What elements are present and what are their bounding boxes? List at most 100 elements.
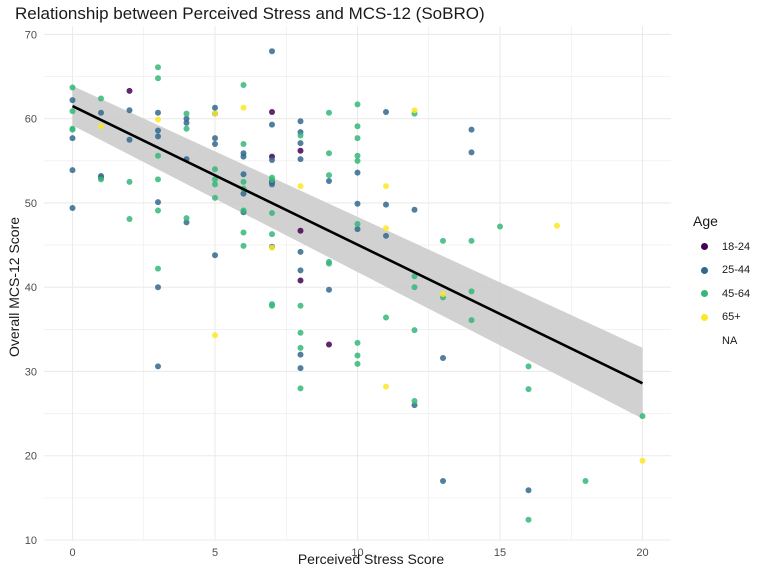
data-point-25-44 <box>326 178 332 185</box>
data-point-45-64 <box>354 339 361 346</box>
data-point-25-44 <box>69 97 76 104</box>
data-point-25-44 <box>98 109 104 116</box>
data-point-25-44 <box>183 219 190 226</box>
data-point-25-44 <box>240 171 247 178</box>
legend-title: Age <box>693 213 718 229</box>
data-point-25-44 <box>297 140 304 147</box>
data-point-25-44 <box>354 200 361 207</box>
data-point-25-44 <box>155 284 161 291</box>
data-point-25-44 <box>440 354 446 361</box>
data-point-25-44 <box>155 127 161 134</box>
data-point-45-64 <box>269 231 275 238</box>
data-point-65+ <box>639 457 646 464</box>
data-point-25-44 <box>326 286 332 293</box>
data-point-25-44 <box>468 149 475 156</box>
data-point-25-44 <box>383 232 389 239</box>
legend-swatch <box>701 337 708 344</box>
legend-swatch <box>701 266 708 274</box>
data-point-25-44 <box>269 156 275 163</box>
data-point-45-64 <box>183 215 190 222</box>
data-point-45-64 <box>326 109 332 116</box>
data-point-25-44 <box>525 487 532 494</box>
data-point-65+ <box>383 183 389 190</box>
data-point-45-64 <box>69 126 76 133</box>
legend-item: 45-64 <box>693 282 750 306</box>
data-point-45-64 <box>497 223 503 230</box>
data-point-45-64 <box>155 64 161 71</box>
data-point-25-44 <box>155 363 161 370</box>
data-point-45-64 <box>525 363 532 370</box>
data-point-25-44 <box>69 135 76 142</box>
data-point-25-44 <box>155 109 161 116</box>
data-point-45-64 <box>269 302 275 309</box>
data-point-45-64 <box>354 101 361 108</box>
legend-swatch <box>701 313 708 321</box>
data-point-25-44 <box>212 252 218 259</box>
data-point-25-44 <box>155 133 161 140</box>
x-tick-label: 20 <box>636 547 648 559</box>
data-point-18-24 <box>297 277 304 284</box>
data-point-45-64 <box>411 273 418 280</box>
data-point-45-64 <box>468 237 475 244</box>
data-point-45-64 <box>183 110 190 117</box>
y-tick-label: 60 <box>25 114 37 126</box>
chart-title: Relationship between Perceived Stress an… <box>15 4 485 23</box>
data-point-45-64 <box>411 284 418 291</box>
data-point-65+ <box>212 332 218 339</box>
data-point-45-64 <box>297 385 304 392</box>
data-point-65+ <box>269 244 275 251</box>
legend-item: 65+ <box>693 306 750 330</box>
data-point-45-64 <box>297 302 304 309</box>
data-point-25-44 <box>297 351 304 358</box>
data-point-45-64 <box>98 95 104 102</box>
data-point-18-24 <box>297 227 304 234</box>
legend-item: NA <box>693 329 750 353</box>
data-point-65+ <box>554 222 560 229</box>
legend-label: NA <box>722 334 738 347</box>
data-point-25-44 <box>354 169 361 176</box>
axis-ticks: 0 5 10 15 20 10 20 30 40 50 60 70 <box>25 29 649 559</box>
data-point-45-64 <box>468 317 475 324</box>
data-point-45-64 <box>297 132 304 139</box>
data-point-18-24 <box>269 108 275 115</box>
data-point-45-64 <box>354 152 361 159</box>
legend-swatch <box>701 290 708 298</box>
data-point-45-64 <box>126 215 133 222</box>
data-point-45-64 <box>69 108 76 115</box>
y-tick-label: 10 <box>25 535 37 547</box>
data-point-45-64 <box>155 152 161 159</box>
data-point-45-64 <box>212 194 218 201</box>
data-point-25-44 <box>440 478 446 485</box>
y-axis-label: Overall MCS-12 Score <box>6 216 22 358</box>
data-point-45-64 <box>269 210 275 217</box>
data-point-65+ <box>297 183 304 190</box>
data-point-65+ <box>411 107 418 114</box>
data-point-25-44 <box>240 190 247 197</box>
data-point-25-44 <box>69 167 76 174</box>
y-tick-label: 40 <box>25 282 37 294</box>
data-point-45-64 <box>297 329 304 336</box>
data-point-18-24 <box>326 341 332 348</box>
x-tick-label: 15 <box>494 547 506 559</box>
data-point-25-44 <box>126 107 133 114</box>
data-point-25-44 <box>69 205 76 212</box>
data-point-25-44 <box>297 118 304 125</box>
data-point-25-44 <box>411 206 418 213</box>
y-tick-label: 50 <box>25 198 37 210</box>
data-point-45-64 <box>155 176 161 183</box>
data-point-45-64 <box>411 397 418 404</box>
data-point-45-64 <box>212 181 218 188</box>
data-point-45-64 <box>297 344 304 351</box>
data-point-45-64 <box>525 516 532 523</box>
data-point-45-64 <box>240 81 247 88</box>
data-point-45-64 <box>582 478 589 485</box>
data-point-45-64 <box>155 265 161 272</box>
data-point-45-64 <box>354 221 361 228</box>
data-point-25-44 <box>126 136 133 143</box>
data-point-45-64 <box>354 352 361 359</box>
data-point-45-64 <box>69 84 76 91</box>
data-point-45-64 <box>326 172 332 179</box>
data-point-45-64 <box>240 242 247 249</box>
data-point-25-44 <box>354 226 361 233</box>
